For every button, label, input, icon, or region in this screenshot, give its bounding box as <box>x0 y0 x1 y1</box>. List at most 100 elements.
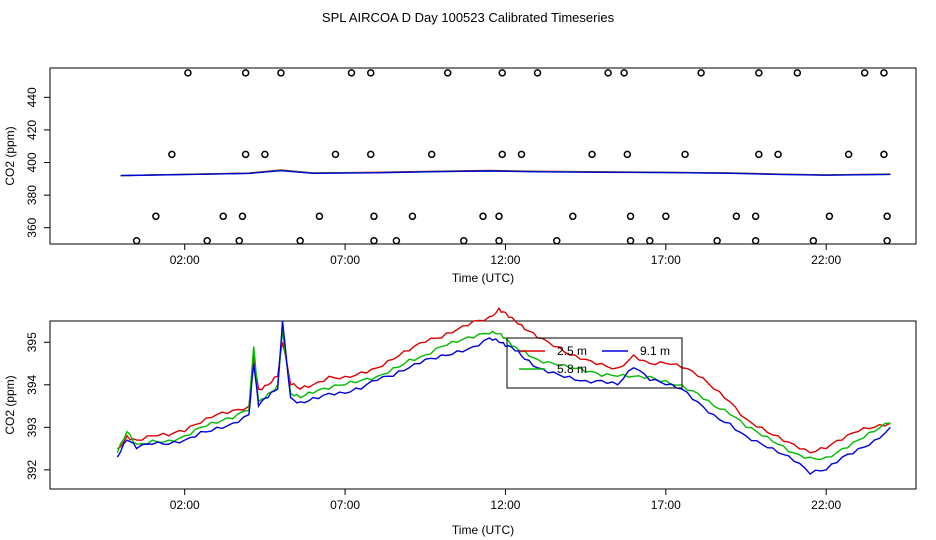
data-point <box>238 212 247 221</box>
data-point <box>235 236 243 245</box>
bottom-x-axis: 02:00 07:00 12:00 17:00 22:00 <box>170 489 842 512</box>
data-point <box>479 212 487 221</box>
data-point <box>646 236 654 245</box>
data-point <box>844 150 853 159</box>
data-point <box>880 150 888 159</box>
data-point <box>626 236 635 245</box>
data-point <box>623 150 632 159</box>
top-y-axis: 360 380 400 420 440 <box>25 87 50 238</box>
data-point <box>809 236 818 245</box>
data-point <box>366 150 375 159</box>
top-x-axis: 02:00 07:00 12:00 17:00 22:00 <box>170 244 842 267</box>
data-point <box>277 69 285 77</box>
legend-label: 9.1 m <box>640 344 670 358</box>
bottom-plot-frame <box>49 320 917 490</box>
data-point <box>498 150 506 159</box>
data-point <box>553 236 561 245</box>
data-point <box>825 212 834 221</box>
data-point <box>626 212 635 221</box>
data-point <box>860 69 869 77</box>
bottom-y-axis: 392 393 394 395 <box>25 332 50 480</box>
data-point <box>370 236 378 245</box>
top-x-axis-label: Time (UTC) <box>452 271 514 285</box>
data-point <box>883 236 891 245</box>
x-tick-label: 02:00 <box>170 498 200 512</box>
data-point <box>261 150 269 159</box>
data-point <box>569 212 577 221</box>
figure-title: SPL AIRCOA D Day 100523 Calibrated Times… <box>321 10 615 25</box>
data-point <box>620 69 628 77</box>
top-y-axis-label: CO2 (ppm) <box>3 126 17 185</box>
data-point <box>184 69 192 77</box>
data-point <box>495 212 503 221</box>
top-scatter-points <box>132 69 891 245</box>
data-point <box>370 212 378 221</box>
y-tick-label: 440 <box>25 87 39 107</box>
data-point <box>427 150 436 159</box>
data-point <box>755 150 763 159</box>
data-point <box>241 150 250 159</box>
data-point <box>793 69 802 77</box>
x-tick-label: 07:00 <box>330 498 360 512</box>
series-line-91m <box>120 169 891 177</box>
y-tick-label: 394 <box>25 374 39 394</box>
data-point <box>132 236 141 245</box>
data-point <box>751 236 760 245</box>
series-line-58m <box>116 329 891 461</box>
y-tick-label: 420 <box>25 120 39 140</box>
data-point <box>152 212 160 221</box>
data-point <box>392 236 401 245</box>
data-point <box>495 236 503 245</box>
x-tick-label: 17:00 <box>651 498 681 512</box>
legend-box <box>506 337 683 389</box>
bottom-series-lines <box>116 306 891 476</box>
data-point <box>241 69 250 77</box>
data-point <box>883 212 891 221</box>
y-tick-label: 400 <box>25 152 39 172</box>
x-tick-label: 12:00 <box>490 253 520 267</box>
x-tick-label: 22:00 <box>811 498 841 512</box>
data-point <box>604 69 612 77</box>
data-point <box>662 212 670 221</box>
data-point <box>203 236 211 245</box>
data-point <box>443 69 452 77</box>
data-point <box>732 212 741 221</box>
data-point <box>533 69 542 77</box>
data-point <box>755 69 763 77</box>
data-point <box>713 236 721 245</box>
y-tick-label: 395 <box>25 332 39 352</box>
legend-label: 2.5 m <box>557 344 587 358</box>
y-tick-label: 360 <box>25 217 39 237</box>
data-point <box>517 150 526 159</box>
data-point <box>315 212 324 221</box>
data-point <box>697 69 705 77</box>
top-series-lines <box>120 169 891 177</box>
data-point <box>331 150 340 159</box>
x-tick-label: 07:00 <box>330 253 360 267</box>
top-plot-frame <box>49 67 917 245</box>
series-line-91m <box>116 320 891 476</box>
x-tick-label: 17:00 <box>651 253 681 267</box>
data-point <box>460 236 468 245</box>
data-point <box>774 150 782 159</box>
data-point <box>219 212 227 221</box>
data-point <box>751 212 760 221</box>
y-tick-label: 380 <box>25 185 39 205</box>
series-line-25m <box>117 306 891 454</box>
legend-label: 5.8 m <box>557 362 587 376</box>
bottom-y-axis-label: CO2 (ppm) <box>3 375 17 434</box>
data-point <box>366 69 375 77</box>
bottom-x-axis-label: Time (UTC) <box>452 523 514 537</box>
data-point <box>681 150 689 159</box>
data-point <box>880 69 888 77</box>
y-tick-label: 392 <box>25 460 39 480</box>
data-point <box>168 150 176 159</box>
x-tick-label: 02:00 <box>170 253 200 267</box>
data-point <box>296 236 304 245</box>
data-point <box>588 150 596 159</box>
data-point <box>408 212 417 221</box>
data-point <box>347 69 356 77</box>
x-tick-label: 12:00 <box>490 498 520 512</box>
y-tick-label: 393 <box>25 417 39 437</box>
